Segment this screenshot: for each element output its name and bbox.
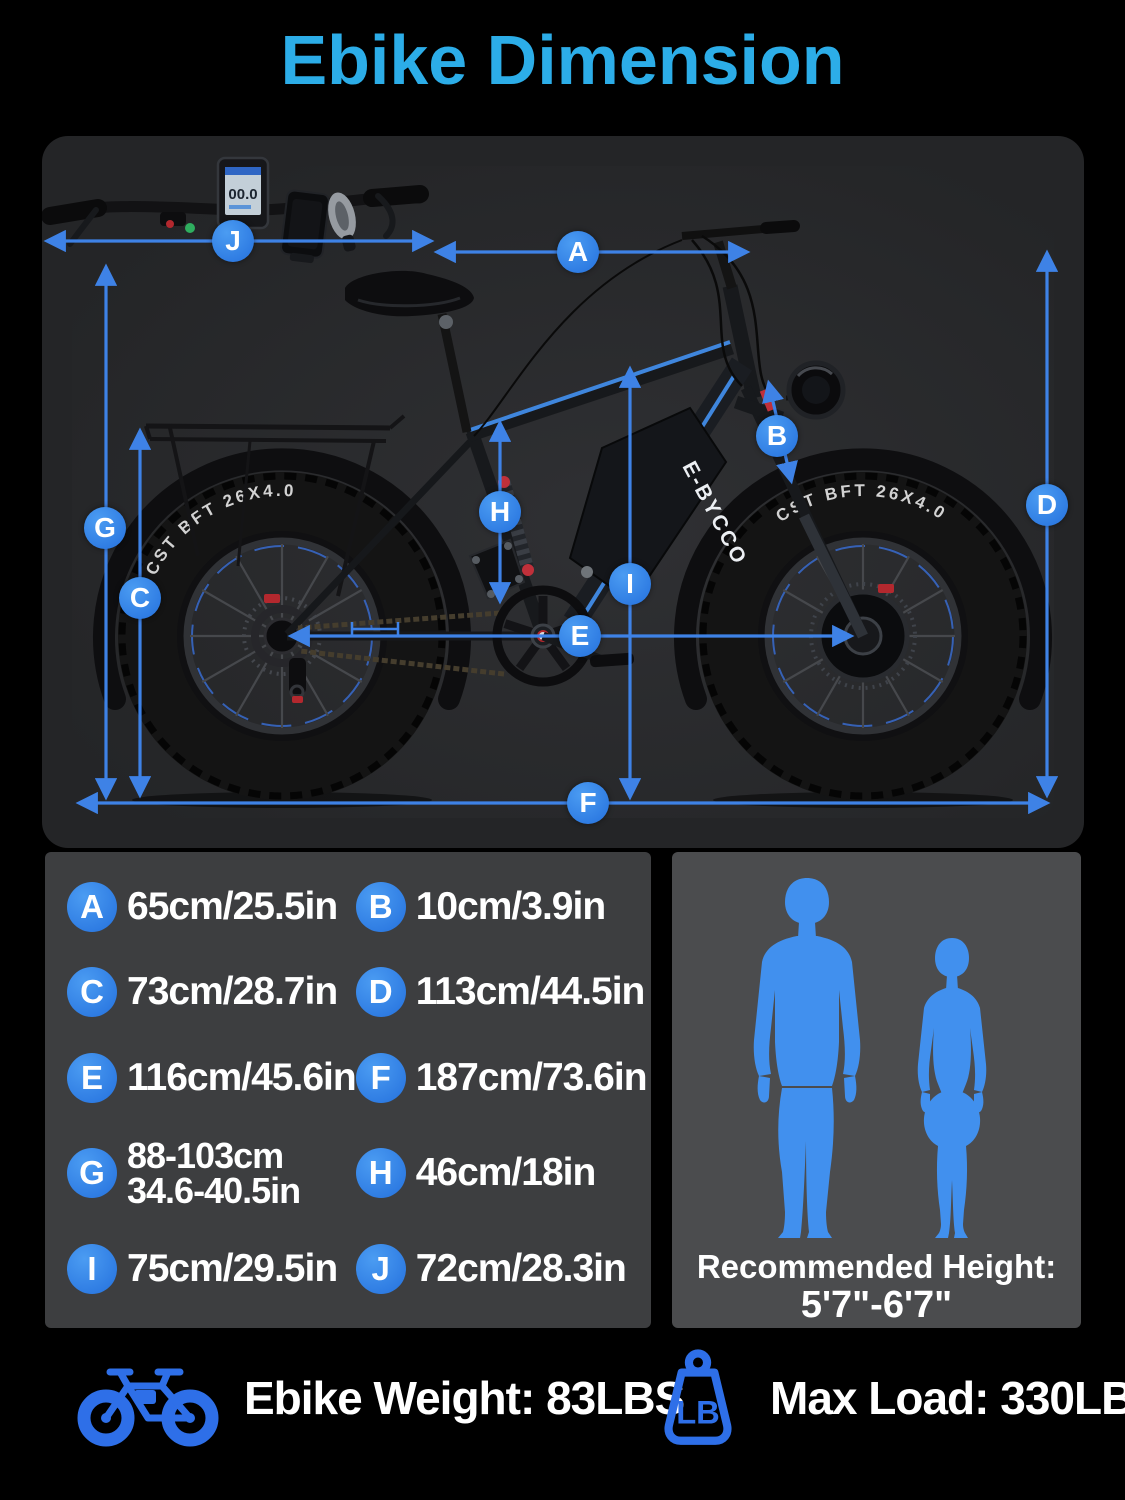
phone-holder bbox=[280, 189, 330, 264]
bike-dimension-diagram-panel: 00.0 bbox=[42, 136, 1084, 848]
lb-badge-text: LB bbox=[676, 1393, 720, 1430]
dim-row-j: J 72cm/28.3in bbox=[355, 1243, 647, 1294]
dim-value-line2: 34.6-40.5in bbox=[127, 1170, 301, 1212]
chain-lower bbox=[299, 648, 505, 677]
recommended-height-label: Recommended Height: bbox=[696, 1248, 1057, 1285]
saddle bbox=[345, 270, 474, 433]
rear-brake-caliper bbox=[264, 594, 280, 603]
lb-weight-icon: LB bbox=[664, 1349, 732, 1445]
ebike-diagram-illustration: 00.0 bbox=[42, 156, 1059, 818]
dim-value: 187cm/73.6in bbox=[415, 1055, 648, 1099]
dim-row-b: B 10cm/3.9in bbox=[355, 882, 647, 932]
rider-silhouettes bbox=[717, 878, 1037, 1242]
dim-letter-badge: F bbox=[355, 1052, 406, 1103]
ebike-weight-info: Ebike Weight: 83LBS bbox=[72, 1348, 685, 1448]
chainstay-tick-marks bbox=[350, 622, 400, 636]
diagram-badge-c: C bbox=[119, 577, 161, 619]
handlebar bbox=[681, 224, 775, 240]
dim-letter-badge: H bbox=[355, 1148, 406, 1199]
dim-row-d: D 113cm/44.5in bbox=[355, 967, 647, 1018]
dim-value: 72cm/28.3in bbox=[415, 1246, 627, 1290]
dim-value: 88-103cm 34.6-40.5in bbox=[127, 1135, 301, 1212]
dim-value: 116cm/45.6in bbox=[127, 1055, 357, 1099]
diagram-badge-i: I bbox=[609, 563, 651, 605]
dim-row-i: I 75cm/29.5in bbox=[67, 1243, 356, 1294]
top-tube-blue-accent bbox=[469, 340, 731, 432]
dim-letter-badge: A bbox=[67, 882, 117, 932]
recommended-height-range: 5'7"-6'7" bbox=[800, 1284, 953, 1326]
headlight bbox=[786, 360, 846, 420]
dim-value: 113cm/44.5in bbox=[415, 970, 646, 1014]
diagram-badge-g: G bbox=[84, 507, 126, 549]
dim-letter-badge: C bbox=[67, 967, 117, 1018]
diagram-badge-a: A bbox=[557, 231, 599, 273]
dim-letter-badge: B bbox=[355, 882, 406, 932]
dim-value-line1: 88-103cm bbox=[127, 1135, 284, 1177]
chain-upper bbox=[297, 610, 501, 631]
left-grip bbox=[42, 199, 107, 225]
dim-letter-badge: J bbox=[355, 1243, 406, 1294]
recommended-height-panel: Recommended Height: 5'7"-6'7" bbox=[672, 852, 1081, 1328]
dim-row-h: H 46cm/18in bbox=[355, 1138, 647, 1209]
page-title: Ebike Dimension bbox=[280, 21, 845, 99]
dim-value: 10cm/3.9in bbox=[415, 885, 606, 928]
dim-row-c: C 73cm/28.7in bbox=[67, 967, 356, 1018]
head-tube bbox=[722, 284, 762, 400]
dim-value: 75cm/29.5in bbox=[127, 1246, 338, 1290]
diagram-badge-j: J bbox=[212, 220, 254, 262]
dim-letter-badge: I bbox=[67, 1243, 117, 1294]
mode-button-icon bbox=[166, 220, 174, 228]
female-silhouette-icon bbox=[917, 938, 986, 1238]
lcd-display: 00.0 bbox=[216, 156, 270, 238]
power-button-icon bbox=[185, 223, 195, 233]
front-fender bbox=[674, 448, 1052, 710]
diagram-badge-b: B bbox=[756, 415, 798, 457]
dim-row-f: F 187cm/73.6in bbox=[355, 1052, 648, 1103]
dim-letter-badge: D bbox=[355, 967, 406, 1018]
dim-letter-badge: E bbox=[67, 1052, 117, 1103]
front-brake-caliper bbox=[878, 584, 894, 593]
seat-post bbox=[437, 313, 472, 433]
battery-pack bbox=[568, 406, 728, 604]
dim-row-g: G 88-103cm 34.6-40.5in bbox=[67, 1135, 356, 1212]
male-silhouette-icon bbox=[753, 878, 860, 1238]
diagram-badge-d: D bbox=[1026, 484, 1068, 526]
dim-row-a: A 65cm/25.5in bbox=[67, 882, 356, 932]
dim-value: 46cm/18in bbox=[415, 1151, 597, 1195]
photo-backdrop bbox=[72, 166, 1054, 818]
max-load-info: LB Max Load: 330LBS bbox=[648, 1344, 1125, 1452]
speed-readout: 00.0 bbox=[228, 186, 257, 203]
diagram-badge-h: H bbox=[479, 491, 521, 533]
dim-value: 65cm/25.5in bbox=[127, 885, 338, 928]
ebike-weight-text: Ebike Weight: 83LBS bbox=[244, 1372, 685, 1424]
dim-letter-badge: G bbox=[67, 1148, 117, 1199]
dimensions-list-panel: A 65cm/25.5in B 10cm/3.9in C 73cm/28.7in… bbox=[45, 852, 651, 1328]
dim-value: 73cm/28.7in bbox=[127, 970, 338, 1014]
diagram-badge-f: F bbox=[567, 782, 609, 824]
ebike-icon bbox=[77, 1368, 219, 1447]
diagram-badge-e: E bbox=[559, 615, 601, 657]
max-load-text: Max Load: 330LBS bbox=[770, 1372, 1125, 1424]
dim-row-e: E 116cm/45.6in bbox=[67, 1052, 357, 1103]
rear-derailleur bbox=[289, 658, 306, 694]
